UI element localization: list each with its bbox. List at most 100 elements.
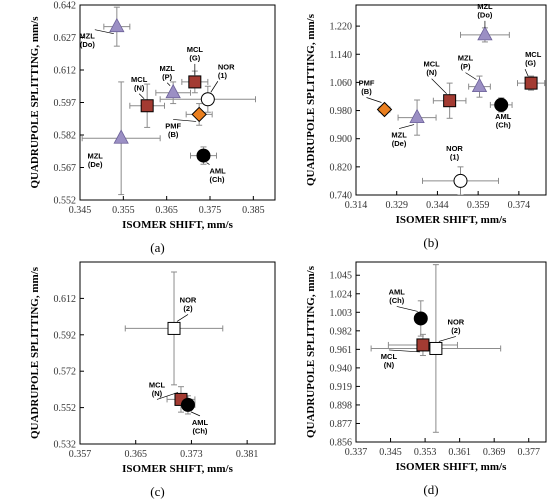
- filled-circle-marker: [413, 311, 428, 326]
- label-leader-line: [94, 29, 114, 35]
- square-marker: [524, 76, 538, 90]
- x-tick-label: 0.377: [517, 447, 540, 458]
- y-tick-label: 0.597: [54, 98, 77, 109]
- y-tick-label: 0.552: [54, 196, 77, 207]
- triangle-marker: [471, 77, 488, 93]
- point-label: MCL (G): [525, 50, 542, 68]
- open-square-marker: [167, 321, 181, 335]
- point-label: NOR (1): [446, 144, 463, 162]
- y-tick-label: 0.820: [330, 162, 353, 173]
- y-tick-label: 0.572: [54, 367, 77, 378]
- label-leader-line: [206, 162, 210, 165]
- plot-frame: [79, 4, 276, 201]
- x-tick-label: 0.361: [448, 447, 471, 458]
- panel-label: (c): [150, 484, 164, 499]
- point-label: MCL (N): [424, 60, 441, 78]
- label-leader-line: [398, 124, 415, 129]
- open-circle-marker: [200, 92, 215, 107]
- label-leader-line: [438, 336, 456, 342]
- plot-frame: [79, 261, 276, 445]
- y-tick-label: 0.612: [54, 66, 77, 77]
- point-label: AML (Ch): [389, 287, 406, 305]
- x-tick-label: 0.381: [236, 449, 259, 460]
- y-tick-label: 1.220: [330, 22, 353, 33]
- panel-label: (b): [423, 235, 438, 250]
- x-tick-label: 0.375: [199, 205, 222, 216]
- y-tick-label: 0.552: [54, 403, 77, 414]
- x-tick-label: 0.355: [112, 205, 135, 216]
- square-marker: [188, 75, 202, 89]
- panel-a: 0.345 0.355 0.365 0.375 0.385 0.552 0.567 0.582…: [29, 1, 276, 255]
- diamond-marker: [191, 106, 207, 123]
- panel-label: (a): [150, 240, 164, 255]
- point-label: MZL (De): [391, 131, 407, 149]
- x-tick-label: 0.345: [69, 205, 92, 216]
- x-axis-title: ISOMER SHIFT, mm/s: [396, 214, 507, 226]
- y-tick-label: 0.940: [330, 363, 353, 374]
- x-tick-label: 0.353: [414, 447, 437, 458]
- y-tick-label: 0.627: [54, 33, 77, 44]
- label-leader-line: [396, 306, 418, 312]
- y-tick-label: 0.919: [330, 382, 353, 393]
- y-axis-title: QUADRUPOLE SPLITTING, mm/s: [305, 265, 317, 438]
- label-leader-line: [431, 78, 447, 94]
- y-tick-label: 0.612: [54, 294, 77, 305]
- x-tick-label: 0.369: [483, 447, 506, 458]
- square-marker: [140, 99, 154, 113]
- x-tick-label: 0.374: [508, 200, 531, 211]
- label-leader-line: [166, 82, 171, 86]
- diamond-marker: [376, 101, 393, 118]
- x-tick-label: 0.365: [124, 449, 147, 460]
- point-label: AML (Ch): [210, 167, 227, 185]
- label-leader-line: [366, 97, 382, 103]
- label-leader-line: [173, 119, 197, 122]
- triangle-marker: [109, 17, 125, 33]
- point-label: NOR (1): [218, 62, 235, 80]
- point-label: PMF (B): [359, 79, 375, 97]
- square-marker: [443, 94, 457, 108]
- label-leader-line: [524, 68, 529, 77]
- point-label: MZL (P): [159, 64, 175, 82]
- x-tick-label: 0.314: [345, 200, 368, 211]
- point-label: NOR (2): [180, 295, 197, 313]
- y-tick-label: 0.740: [330, 191, 353, 202]
- x-tick-label: 0.365: [155, 205, 178, 216]
- filled-circle-marker: [180, 397, 195, 412]
- y-axis-title: QUADRUPOLE SPLITTING, mm/s: [305, 13, 317, 186]
- square-marker: [416, 338, 430, 352]
- x-axis-title: ISOMER SHIFT, mm/s: [122, 219, 233, 231]
- x-tick-label: 0.344: [426, 200, 449, 211]
- open-circle-marker: [453, 173, 468, 188]
- y-tick-label: 0.877: [330, 419, 353, 430]
- triangle-marker: [165, 83, 181, 99]
- point-label: MZL (De): [87, 151, 103, 169]
- triangle-marker: [409, 108, 425, 123]
- panel-d: 0.337 0.345 0.353 0.361 0.369 0.377 0.856 0.877…: [305, 261, 547, 497]
- point-label: PMF (B): [165, 121, 181, 139]
- label-leader-line: [190, 411, 201, 417]
- point-label: MCL (N): [131, 75, 148, 93]
- y-tick-label: 1.045: [330, 271, 353, 282]
- label-leader-line: [210, 81, 219, 93]
- x-tick-label: 0.359: [467, 200, 490, 211]
- y-tick-label: 1.060: [330, 78, 353, 89]
- point-label: MZL (P): [458, 54, 474, 72]
- point-label: MZL (Do): [79, 32, 95, 50]
- y-tick-label: 0.898: [330, 400, 353, 411]
- label-leader-line: [156, 392, 179, 400]
- plot-frame: [355, 261, 547, 443]
- label-leader-line: [465, 72, 477, 80]
- panel-c: 0.357 0.365 0.373 0.381 0.532 0.552 0.572 0.592…: [29, 261, 276, 499]
- y-axis-title: QUADRUPOLE SPLITTING, mm/s: [29, 266, 41, 439]
- label-leader-line: [138, 93, 145, 99]
- filled-circle-marker: [196, 148, 211, 163]
- y-axis-title: QUADRUPOLE SPLITTING, mm/s: [29, 16, 41, 189]
- point-label: MCL (N): [381, 352, 398, 370]
- x-tick-label: 0.329: [385, 200, 408, 211]
- point-label: MZL (Do): [477, 2, 493, 20]
- point-label: AML (Ch): [192, 418, 209, 436]
- plot-frame: [355, 4, 547, 196]
- x-tick-label: 0.373: [180, 449, 203, 460]
- triangle-marker: [477, 26, 493, 41]
